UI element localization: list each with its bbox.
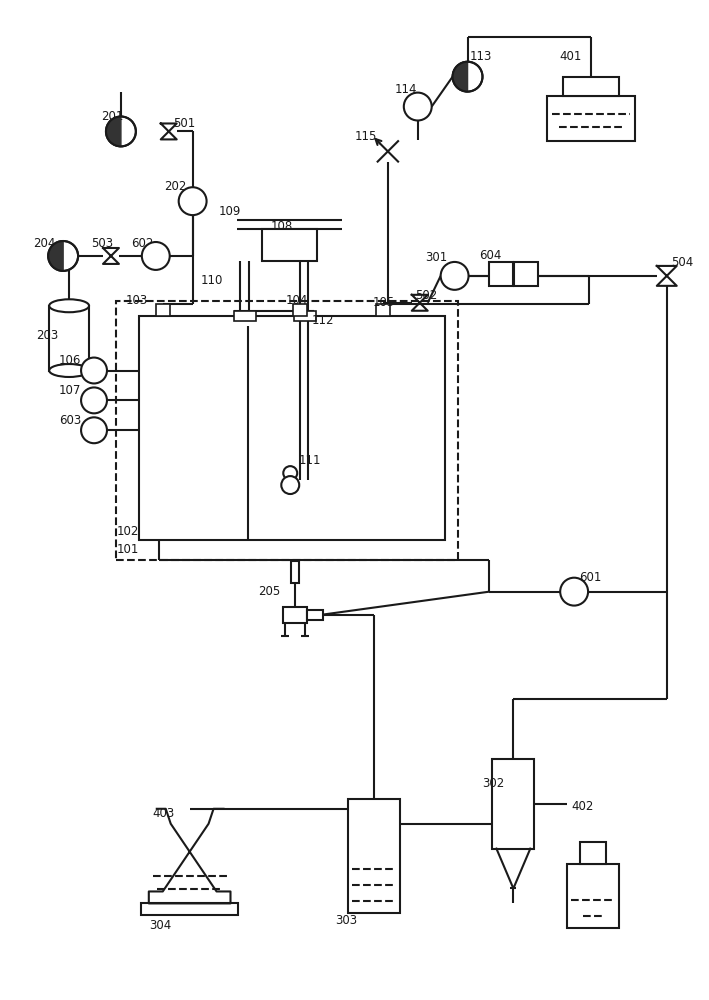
Bar <box>563 77 619 96</box>
Text: P: P <box>152 251 159 261</box>
Text: 401: 401 <box>559 50 581 63</box>
Bar <box>294 304 307 316</box>
Text: 201: 201 <box>101 110 123 123</box>
Text: 601: 601 <box>579 571 601 584</box>
Circle shape <box>560 578 588 606</box>
Text: 403: 403 <box>153 807 175 820</box>
Circle shape <box>81 358 107 383</box>
Bar <box>307 610 323 620</box>
Circle shape <box>404 93 432 120</box>
Text: 108: 108 <box>270 220 293 233</box>
Text: 301: 301 <box>425 251 447 264</box>
Ellipse shape <box>49 364 89 377</box>
Text: P: P <box>571 587 578 597</box>
Circle shape <box>452 62 483 92</box>
Text: 115: 115 <box>355 130 377 143</box>
Bar <box>376 304 390 316</box>
Text: 109: 109 <box>218 205 241 218</box>
Text: 111: 111 <box>298 454 320 467</box>
Text: 101: 101 <box>117 543 139 556</box>
Text: 205: 205 <box>258 585 281 598</box>
Bar <box>567 864 619 928</box>
Text: Z: Z <box>189 196 196 206</box>
Polygon shape <box>452 62 467 92</box>
Bar <box>580 842 606 864</box>
Bar <box>139 316 445 540</box>
Text: 501: 501 <box>173 117 195 130</box>
Text: 110: 110 <box>201 274 223 287</box>
Text: 112: 112 <box>312 314 335 327</box>
Text: 402: 402 <box>571 800 593 813</box>
Text: T: T <box>91 395 97 405</box>
Text: 604: 604 <box>479 249 502 262</box>
Text: 504: 504 <box>671 256 693 269</box>
Text: 302: 302 <box>483 777 505 790</box>
Text: P: P <box>451 271 458 281</box>
Circle shape <box>81 417 107 443</box>
Bar <box>547 96 635 141</box>
Bar <box>262 229 317 261</box>
Bar <box>493 759 535 849</box>
Text: R: R <box>90 366 98 376</box>
Text: 203: 203 <box>36 329 59 342</box>
Bar <box>156 304 169 316</box>
Bar <box>291 561 299 583</box>
Text: 107: 107 <box>59 384 82 397</box>
Text: 503: 503 <box>91 237 113 250</box>
Bar <box>514 262 538 286</box>
Text: 102: 102 <box>117 525 139 538</box>
Circle shape <box>106 117 136 146</box>
Ellipse shape <box>49 299 89 312</box>
Polygon shape <box>48 241 63 271</box>
Bar <box>49 306 89 371</box>
Circle shape <box>284 466 297 480</box>
Circle shape <box>142 242 169 270</box>
Bar <box>141 903 238 915</box>
Circle shape <box>81 387 107 413</box>
Circle shape <box>441 262 469 290</box>
Bar <box>489 262 513 286</box>
Bar <box>235 311 257 321</box>
Text: 204: 204 <box>33 237 55 250</box>
Text: 114: 114 <box>395 83 418 96</box>
Circle shape <box>179 187 206 215</box>
Text: 106: 106 <box>59 354 82 367</box>
Text: 103: 103 <box>126 294 148 307</box>
Polygon shape <box>106 117 121 146</box>
Text: 602: 602 <box>131 237 153 250</box>
Text: 104: 104 <box>285 294 308 307</box>
Bar <box>284 607 307 623</box>
Text: 603: 603 <box>59 414 82 427</box>
Text: 105: 105 <box>373 296 395 309</box>
Text: 304: 304 <box>149 919 171 932</box>
Circle shape <box>48 241 78 271</box>
Bar <box>294 311 316 321</box>
Text: 502: 502 <box>415 289 437 302</box>
Text: P: P <box>91 425 97 435</box>
Circle shape <box>281 476 299 494</box>
Text: 202: 202 <box>164 180 186 193</box>
Text: 113: 113 <box>469 50 492 63</box>
Bar <box>348 799 400 913</box>
Text: 303: 303 <box>335 914 357 927</box>
